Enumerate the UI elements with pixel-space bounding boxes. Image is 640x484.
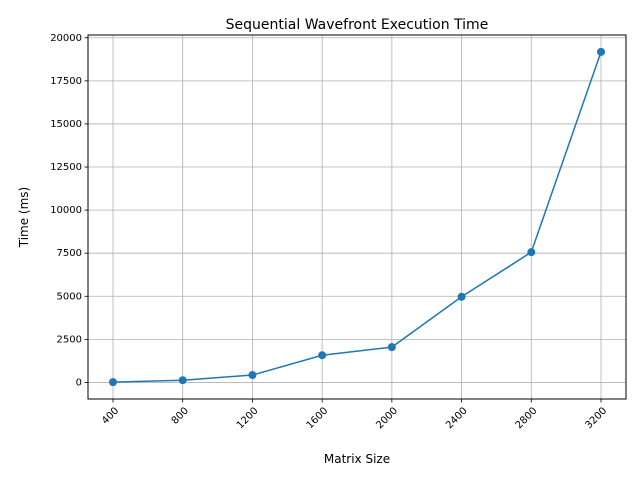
y-tick-label: 7500: [57, 248, 82, 259]
y-tick-label: 2500: [57, 334, 82, 345]
data-point: [597, 47, 605, 56]
y-tick-label: 5000: [57, 291, 82, 302]
data-point: [109, 378, 117, 387]
series-layer: [109, 47, 605, 387]
x-axis-label: Matrix Size: [324, 452, 390, 466]
chart-title: Sequential Wavefront Execution Time: [226, 17, 489, 33]
series-line: [112, 51, 602, 383]
plot-frame: [87, 34, 627, 400]
data-point: [527, 248, 536, 257]
y-tick-label: 20000: [50, 33, 82, 44]
data-point: [248, 371, 257, 380]
y-tick-label: 0: [76, 377, 82, 388]
data-point: [387, 343, 396, 352]
y-tick-label: 15000: [50, 119, 82, 130]
y-tick-label: 12500: [50, 162, 82, 173]
data-point: [318, 351, 327, 360]
y-tick-label: 10000: [50, 205, 82, 216]
data-point: [457, 292, 466, 301]
grid-lines: [88, 35, 626, 399]
data-point: [178, 376, 187, 385]
y-tick-label: 17500: [50, 76, 82, 87]
y-axis-label: Time (ms): [17, 187, 31, 249]
